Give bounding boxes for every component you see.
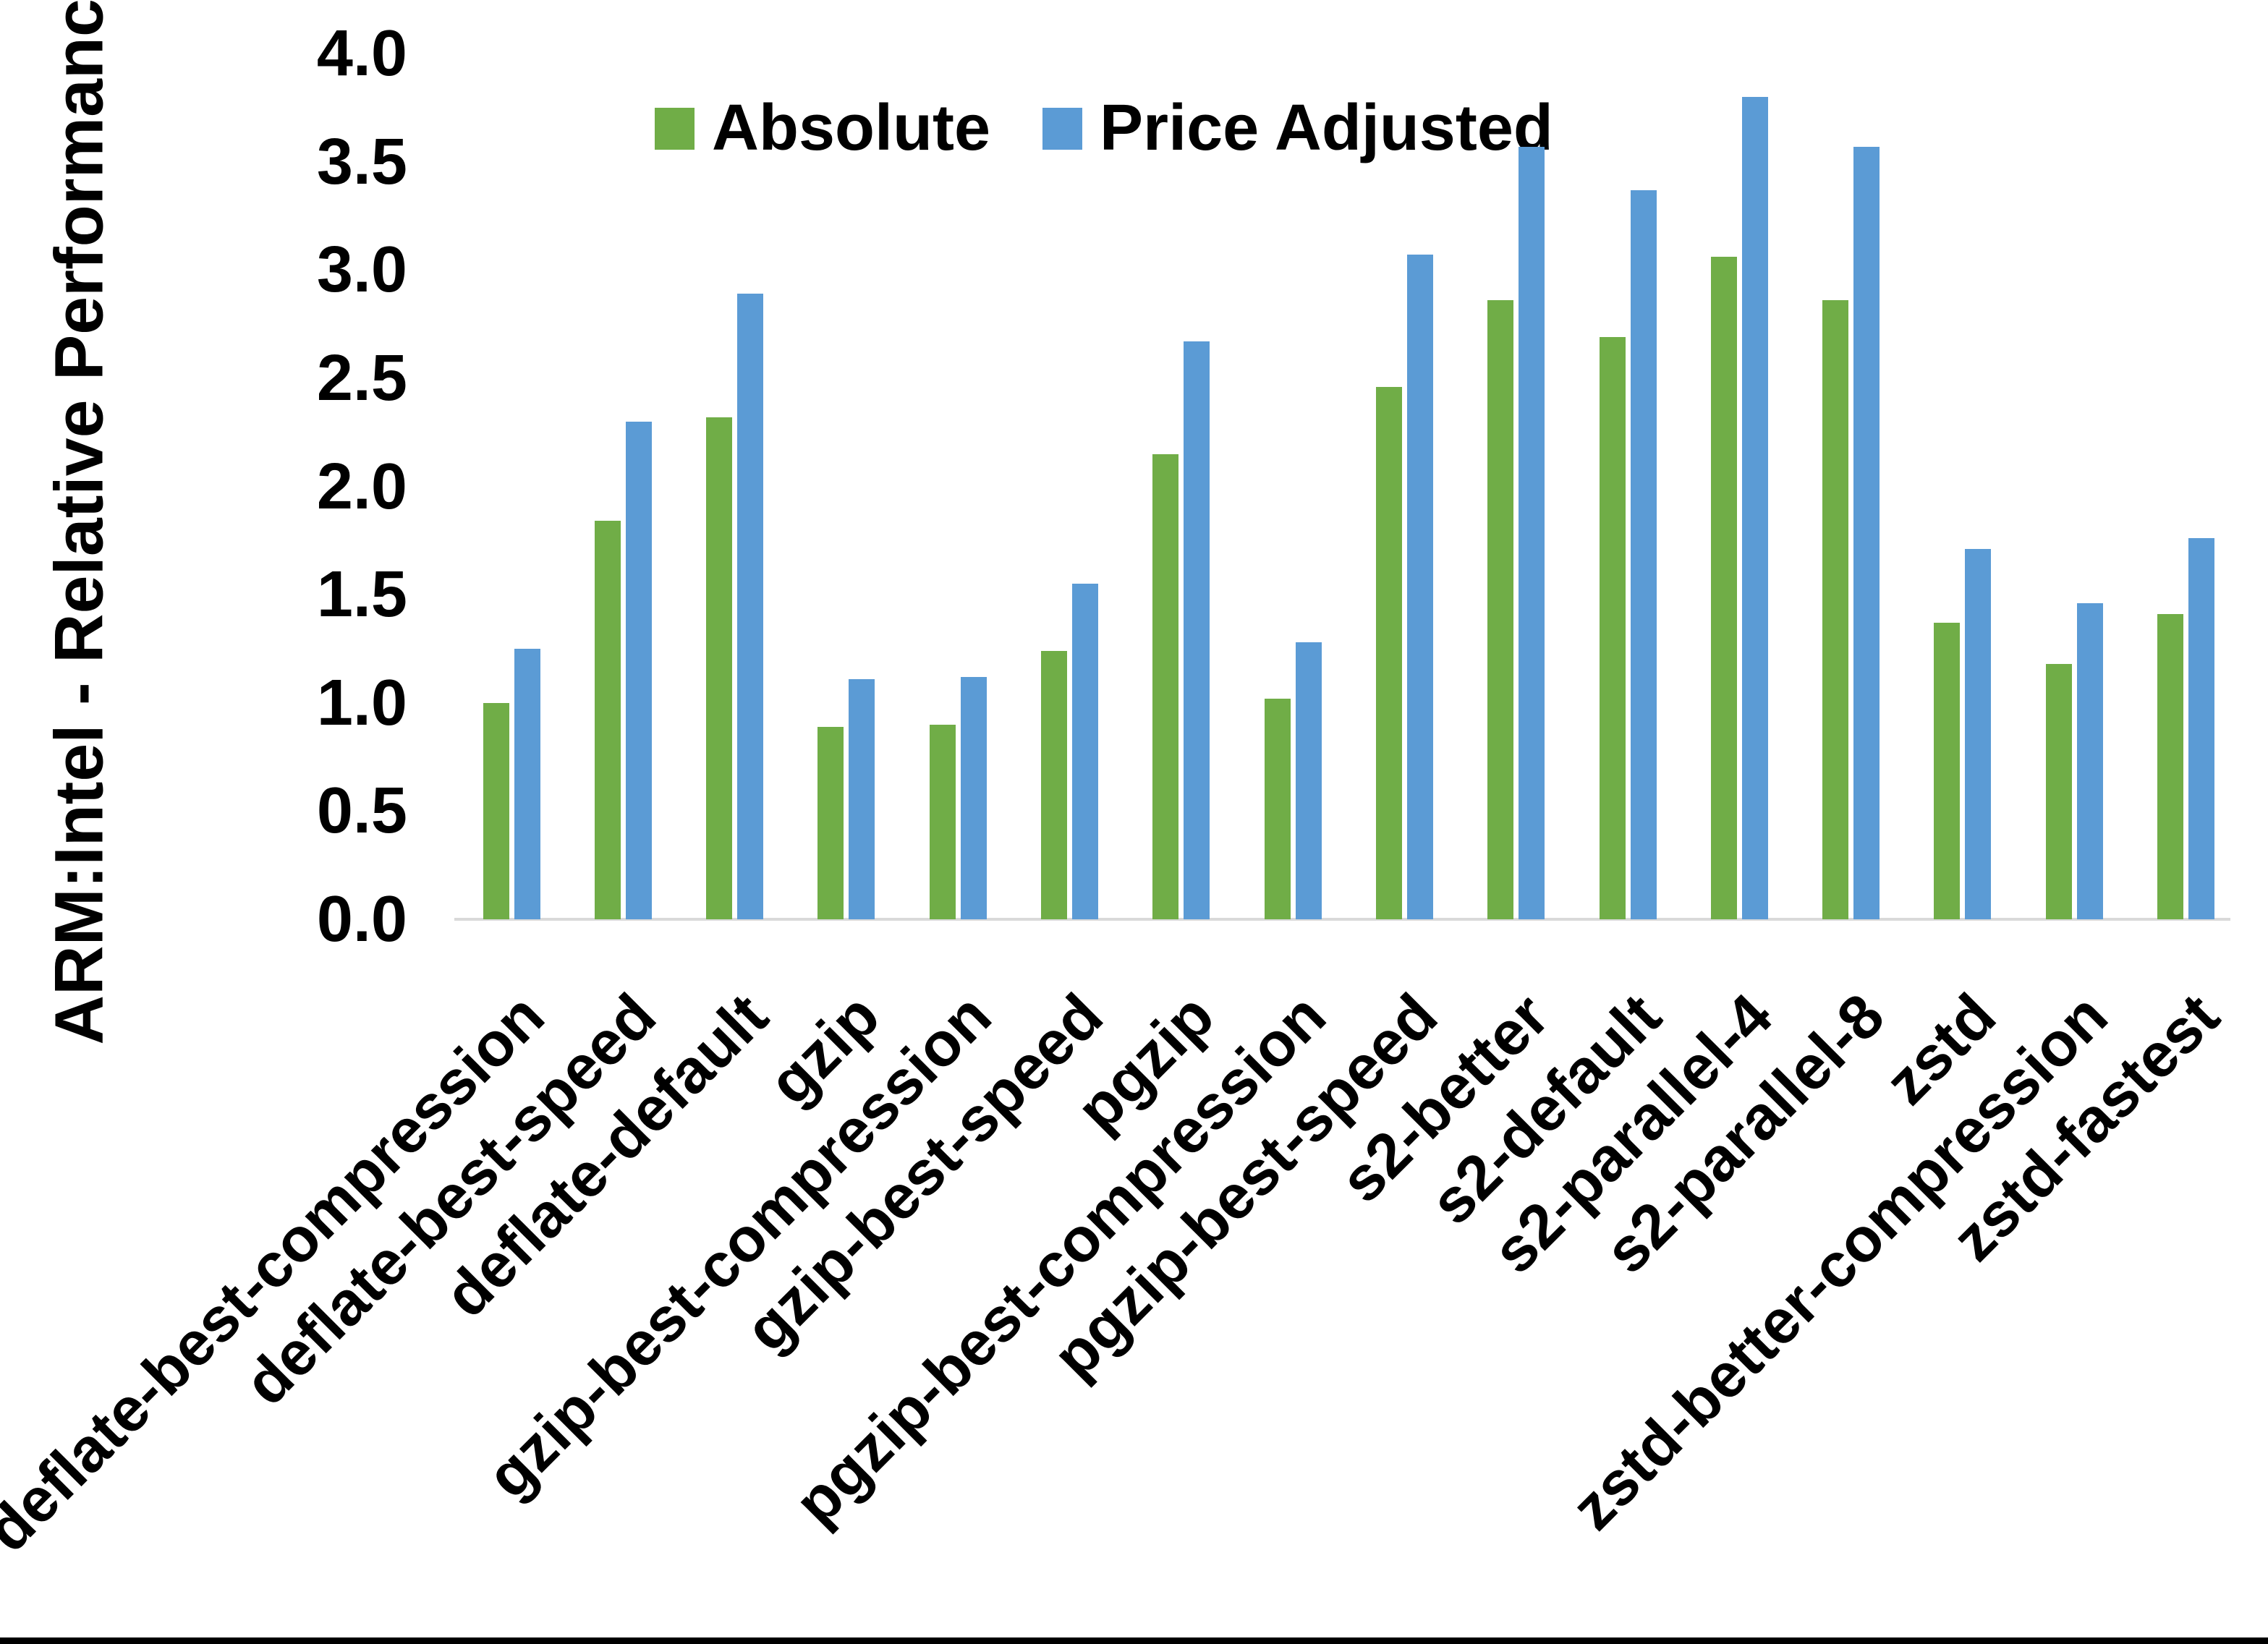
bar-price-adjusted-deflate-best-speed — [626, 422, 652, 919]
bar-price-adjusted-s2-default — [1631, 190, 1657, 919]
bar-price-adjusted-s2-parallel-8 — [1853, 147, 1880, 919]
legend: Absolute Price Adjusted — [655, 91, 1553, 166]
y-tick-label-2.5: 2.5 — [316, 341, 407, 414]
bar-absolute-gzip-best-speed — [1041, 651, 1067, 919]
legend-swatch-price-adjusted — [1042, 107, 1083, 150]
bar-price-adjusted-s2-parallel-4 — [1742, 97, 1768, 919]
y-tick-label-0.0: 0.0 — [316, 883, 407, 955]
bar-absolute-s2-default — [1600, 337, 1626, 919]
bar-absolute-deflate-best-compression — [483, 703, 509, 919]
bar-price-adjusted-zstd — [1965, 549, 1991, 919]
bar-absolute-gzip-best-compression — [930, 725, 956, 919]
bottom-border-line — [0, 1637, 2268, 1644]
y-tick-label-3.5: 3.5 — [316, 125, 407, 198]
y-axis-title: ARM:Intel - Relative Performance — [41, 0, 118, 1045]
y-tick-label-1.0: 1.0 — [316, 666, 407, 739]
bar-absolute-s2-parallel-4 — [1711, 257, 1737, 919]
y-tick-label-4.0: 4.0 — [316, 17, 407, 90]
bar-price-adjusted-deflate-default — [737, 294, 763, 919]
bar-price-adjusted-gzip-best-compression — [961, 677, 987, 919]
bar-absolute-gzip — [817, 727, 844, 919]
bar-price-adjusted-pgzip-best-compression — [1296, 642, 1322, 919]
legend-swatch-absolute — [655, 107, 695, 150]
legend-item-price-adjusted: Price Adjusted — [1042, 91, 1553, 166]
y-tick-label-0.5: 0.5 — [316, 775, 407, 848]
bar-price-adjusted-pgzip-best-speed — [1407, 255, 1433, 919]
bar-absolute-s2-better — [1487, 300, 1513, 919]
bar-absolute-deflate-default — [706, 417, 732, 919]
bar-price-adjusted-gzip — [849, 679, 875, 919]
y-tick-label-1.5: 1.5 — [316, 558, 407, 631]
legend-label: Price Adjusted — [1100, 92, 1553, 164]
bar-price-adjusted-s2-better — [1519, 147, 1545, 919]
bar-absolute-pgzip-best-speed — [1376, 387, 1402, 919]
bar-absolute-s2-parallel-8 — [1822, 300, 1848, 919]
bar-price-adjusted-pgzip — [1184, 341, 1210, 919]
legend-label: Absolute — [712, 92, 991, 164]
legend-item-absolute: Absolute — [655, 91, 990, 166]
bar-absolute-zstd-better-compression — [2046, 664, 2072, 919]
bar-absolute-zstd — [1934, 623, 1960, 919]
bar-absolute-pgzip — [1152, 454, 1178, 919]
bar-absolute-zstd-fastest — [2157, 614, 2183, 919]
bar-absolute-deflate-best-speed — [595, 521, 621, 919]
x-axis-line — [454, 918, 2230, 921]
bar-price-adjusted-deflate-best-compression — [514, 649, 540, 919]
y-tick-label-2.0: 2.0 — [316, 450, 407, 523]
bar-price-adjusted-zstd-better-compression — [2077, 603, 2103, 919]
bar-price-adjusted-gzip-best-speed — [1072, 584, 1098, 919]
y-tick-label-3.0: 3.0 — [316, 234, 407, 307]
bar-absolute-pgzip-best-compression — [1265, 699, 1291, 919]
bar-price-adjusted-zstd-fastest — [2188, 538, 2214, 919]
